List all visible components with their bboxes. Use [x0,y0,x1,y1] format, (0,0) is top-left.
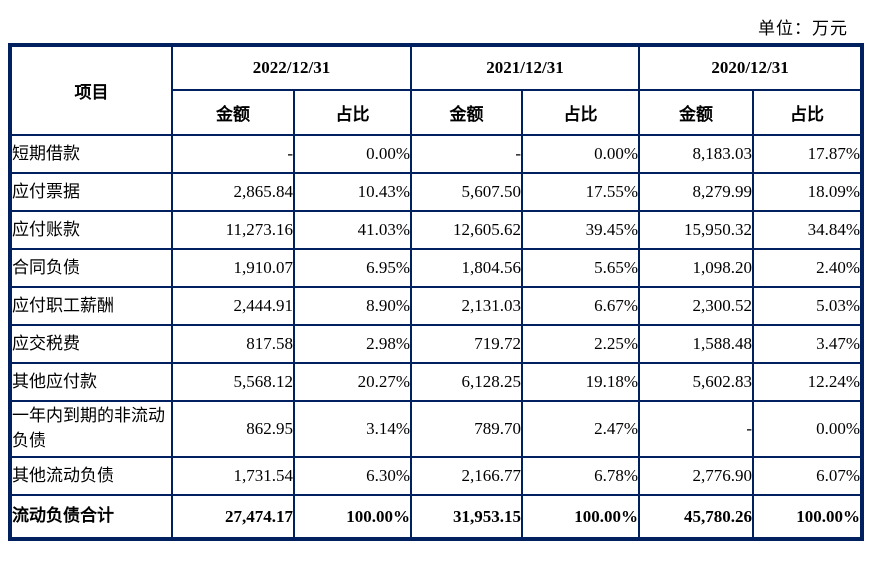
row-label: 短期借款 [9,134,173,174]
amount-cell: 719.72 [410,324,524,364]
ratio-cell: 2.98% [292,324,413,364]
unit-label: 单位：万元 [758,19,848,38]
amount-cell: - [410,134,524,174]
table-row: 合同负债 1,910.07 6.95% 1,804.56 5.65% 1,098.20 2.… [9,248,864,288]
ratio-cell: 18.09% [752,172,864,212]
amount-cell: - [638,400,755,458]
table-row: 应交税费 817.58 2.98% 719.72 2.25% 1,588.48 3.47% [9,324,864,364]
ratio-cell: 2.25% [521,324,641,364]
row-label: 应付账款 [9,210,173,250]
amount-cell: 789.70 [410,400,524,458]
table-row: 其他流动负债 1,731.54 6.30% 2,166.77 6.78% 2,776.90… [9,456,864,496]
amount-cell: 8,279.99 [638,172,755,212]
amount-subheader-2020: 金额 [638,89,755,136]
amount-cell: 2,166.77 [410,456,524,496]
ratio-cell: 6.78% [521,456,641,496]
ratio-cell: 100.00% [292,494,413,540]
ratio-cell: 3.14% [292,400,413,458]
date-header-2020: 2020/12/31 [638,44,864,91]
amount-cell: 2,131.03 [410,286,524,326]
amount-cell: 1,804.56 [410,248,524,288]
amount-cell: 1,588.48 [638,324,755,364]
liabilities-table: 项目 2022/12/31 2021/12/31 2020/12/31 金额 占… [8,43,865,541]
amount-cell: 6,128.25 [410,362,524,402]
ratio-cell: 0.00% [752,400,864,458]
amount-cell: 12,605.62 [410,210,524,250]
amount-cell: 2,865.84 [171,172,295,212]
row-label: 应交税费 [9,324,173,364]
header-row-subcolumns: 金额 占比 金额 占比 金额 占比 [10,89,864,136]
date-header-2021: 2021/12/31 [410,44,641,91]
amount-cell: 8,183.03 [638,134,755,174]
row-label: 应付票据 [9,172,173,212]
amount-subheader-2021: 金额 [410,89,524,136]
ratio-cell: 39.45% [521,210,641,250]
ratio-cell: 5.03% [752,286,864,326]
table-body: 短期借款 -0.00% -0.00% 8,183.03 17.87% 应付票据 2,865.… [9,134,864,540]
amount-cell: - [171,134,295,174]
ratio-cell: 17.87% [752,134,864,174]
ratio-cell: 2.47% [521,400,641,458]
ratio-subheader-2020: 占比 [752,89,864,136]
ratio-cell: 8.90% [292,286,413,326]
table-row: 应付职工薪酬 2,444.91 8.90% 2,131.03 6.67% 2,300.52… [9,286,864,326]
amount-subheader-2022: 金额 [171,89,295,136]
amount-cell: 5,568.12 [171,362,295,402]
ratio-subheader-2022: 占比 [292,89,413,136]
amount-cell: 2,300.52 [638,286,755,326]
ratio-cell: 20.27% [292,362,413,402]
row-label: 其他流动负债 [9,456,173,496]
total-row: 流动负债合计 27,474.17 100.00% 31,953.15 100.00% 45… [9,494,864,540]
amount-cell: 1,910.07 [171,248,295,288]
amount-cell: 15,950.32 [638,210,755,250]
item-column-header: 项目 [9,44,173,136]
row-label: 其他应付款 [9,362,173,402]
row-label: 一年内到期的非流动负债 [9,400,173,458]
amount-cell: 2,776.90 [638,456,755,496]
ratio-cell: 19.18% [521,362,641,402]
ratio-cell: 6.67% [521,286,641,326]
row-label: 应付职工薪酬 [9,286,173,326]
amount-cell: 31,953.15 [410,494,524,540]
table-row: 应付票据 2,865.84 10.43% 5,607.50 17.55% 8,279.99… [9,172,864,212]
header-row-dates: 项目 2022/12/31 2021/12/31 2020/12/31 [9,44,864,136]
ratio-cell: 12.24% [752,362,864,402]
row-label: 合同负债 [9,248,173,288]
date-header-2022: 2022/12/31 [170,44,413,91]
ratio-cell: 17.55% [521,172,641,212]
table-row: 应付账款 11,273.16 41.03% 12,605.62 39.45% 15,950… [9,210,864,250]
amount-cell: 5,607.50 [410,172,524,212]
ratio-cell: 0.00% [521,134,641,174]
amount-cell: 11,273.16 [171,210,295,250]
ratio-cell: 100.00% [521,494,641,540]
table-row: 短期借款 -0.00% -0.00% 8,183.03 17.87% [9,134,864,174]
ratio-cell: 6.30% [292,456,413,496]
ratio-cell: 6.07% [752,456,864,496]
ratio-cell: 5.65% [521,248,641,288]
amount-cell: 1,731.54 [171,456,295,496]
amount-cell: 2,444.91 [171,286,295,326]
ratio-cell: 2.40% [752,248,864,288]
ratio-cell: 41.03% [292,210,413,250]
amount-cell: 862.95 [171,400,295,458]
ratio-cell: 3.47% [752,324,864,364]
amount-cell: 5,602.83 [638,362,755,402]
ratio-subheader-2021: 占比 [521,89,641,136]
ratio-cell: 6.95% [292,248,413,288]
amount-cell: 45,780.26 [638,494,755,540]
ratio-cell: 10.43% [292,172,413,212]
table-row: 其他应付款 5,568.12 20.27% 6,128.25 19.18% 5,602.8… [9,362,864,402]
amount-cell: 1,098.20 [638,248,755,288]
table-row: 一年内到期的非流动负债 862.95 3.14% 789.70 2.47% -0.00% [9,400,864,458]
amount-cell: 817.58 [171,324,295,364]
row-label: 流动负债合计 [9,494,173,540]
amount-cell: 27,474.17 [171,494,295,540]
ratio-cell: 0.00% [292,134,413,174]
ratio-cell: 34.84% [752,210,864,250]
ratio-cell: 100.00% [752,494,864,540]
table-header: 项目 2022/12/31 2021/12/31 2020/12/31 金额 占… [9,44,864,136]
